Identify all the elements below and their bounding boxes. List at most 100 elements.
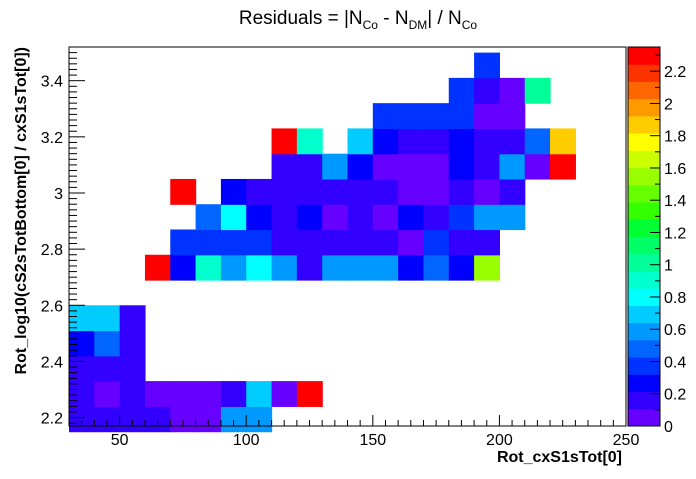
colorbar-segment (628, 322, 660, 341)
title-mid: - N (378, 8, 409, 29)
y-axis-label: Rot_log10(cS2sTotBottom[0] / cxS1sTot[0]… (13, 47, 30, 374)
colorbar-tick-label: 0.6 (664, 322, 686, 339)
heatmap-cell (195, 381, 222, 407)
heatmap-cell (170, 178, 197, 205)
heatmap-cell (69, 406, 95, 433)
y-tick-label: 3 (54, 186, 63, 203)
heatmap-cells (69, 52, 576, 433)
title-sub3: Co (462, 18, 478, 32)
heatmap-cell (499, 103, 526, 130)
heatmap-cell (499, 204, 526, 231)
colorbar-tick-label: 2.2 (664, 64, 686, 81)
heatmap-cell (170, 229, 197, 256)
heatmap-cell (474, 153, 501, 180)
colorbar-segment (628, 167, 660, 186)
x-axis: 50 100 150 200 250 (68, 415, 639, 449)
heatmap-cell (195, 254, 222, 281)
heatmap-cell (271, 381, 298, 407)
title-sub2: DM (409, 18, 428, 32)
heatmap-cell (271, 153, 298, 180)
heatmap-cell (220, 178, 247, 205)
heatmap-cell (372, 204, 399, 231)
heatmap-cell (322, 254, 349, 281)
heatmap-cell (271, 204, 298, 231)
heatmap-cell (94, 355, 121, 382)
y-tick-label: 2.6 (41, 298, 63, 315)
colorbar-segment (628, 408, 660, 427)
heatmap-cell (119, 381, 146, 407)
heatmap-cell (474, 178, 501, 205)
heatmap-cell (69, 355, 95, 382)
colorbar-segment (628, 253, 660, 272)
heatmap-cell (347, 254, 374, 281)
heatmap-cell (195, 204, 222, 231)
y-tick-label: 2.4 (41, 354, 63, 371)
heatmap-cell (448, 128, 475, 155)
heatmap-cell (524, 153, 551, 180)
heatmap-cell (220, 381, 247, 407)
heatmap-cell (499, 77, 526, 104)
heatmap-cell (448, 204, 475, 231)
heatmap-cell (220, 204, 247, 231)
heatmap-cell (474, 254, 501, 281)
heatmap-cell (246, 178, 273, 205)
x-tick-label: 150 (359, 432, 386, 449)
colorbar-segment (628, 115, 660, 134)
heatmap-cell (246, 204, 273, 231)
colorbar-segment (628, 202, 660, 220)
heatmap-cell (170, 381, 197, 407)
colorbar-segment (628, 64, 660, 82)
heatmap-cell (398, 229, 425, 256)
colorbar-segment (628, 374, 660, 393)
colorbar-tick-label: 0.8 (664, 290, 686, 307)
heatmap-cell (372, 254, 399, 281)
chart-title: Residuals = |NCo - NDM| / NCo (239, 8, 478, 32)
heatmap-cell (524, 128, 551, 155)
heatmap-cell (499, 178, 526, 205)
heatmap-cell (271, 229, 298, 256)
heatmap-cell (220, 254, 247, 281)
y-tick-label: 3.4 (41, 74, 63, 91)
heatmap-cell (550, 128, 576, 155)
heatmap-cell (372, 229, 399, 256)
heatmap-cell (398, 254, 425, 281)
heatmap-cell (246, 254, 273, 281)
heatmap-cell (448, 103, 475, 130)
heatmap-cell (296, 204, 323, 231)
heatmap-cell (372, 153, 399, 180)
heatmap-cell (499, 128, 526, 155)
heatmap-cell (474, 204, 501, 231)
heatmap-cell (195, 406, 222, 433)
colorbar-segment (628, 219, 660, 237)
heatmap-cell (423, 103, 450, 130)
heatmap-cell (69, 381, 95, 407)
heatmap-cell (94, 406, 121, 433)
heatmap-cell (296, 128, 323, 155)
colorbar-tick-label: 1.2 (664, 225, 686, 242)
x-tick-label: 100 (233, 432, 260, 449)
heatmap-cell (220, 229, 247, 256)
y-tick-label: 2.8 (41, 242, 63, 259)
heatmap-cell (296, 229, 323, 256)
heatmap-cell (271, 254, 298, 281)
x-tick-label: 50 (111, 432, 129, 449)
heatmap-cell (296, 178, 323, 205)
y-axis: 2.2 2.4 2.6 2.8 3 3.2 3.4 (41, 46, 85, 428)
heatmap-cell (423, 153, 450, 180)
heatmap-cell (94, 330, 121, 357)
heatmap-cell (347, 128, 374, 155)
colorbar-segment (628, 288, 660, 306)
heatmap-cell (119, 305, 146, 332)
heatmap-cell (499, 153, 526, 180)
heatmap-cell (524, 77, 551, 104)
title-prefix: Residuals = |N (239, 8, 363, 29)
heatmap-cell (170, 254, 197, 281)
heatmap-cell (347, 153, 374, 180)
heatmap-cell (170, 406, 197, 433)
colorbar-tick-label: 0.2 (664, 387, 686, 404)
heatmap-cell (474, 103, 501, 130)
colorbar-tick-label: 1.4 (664, 193, 686, 210)
heatmap-cell (322, 178, 349, 205)
